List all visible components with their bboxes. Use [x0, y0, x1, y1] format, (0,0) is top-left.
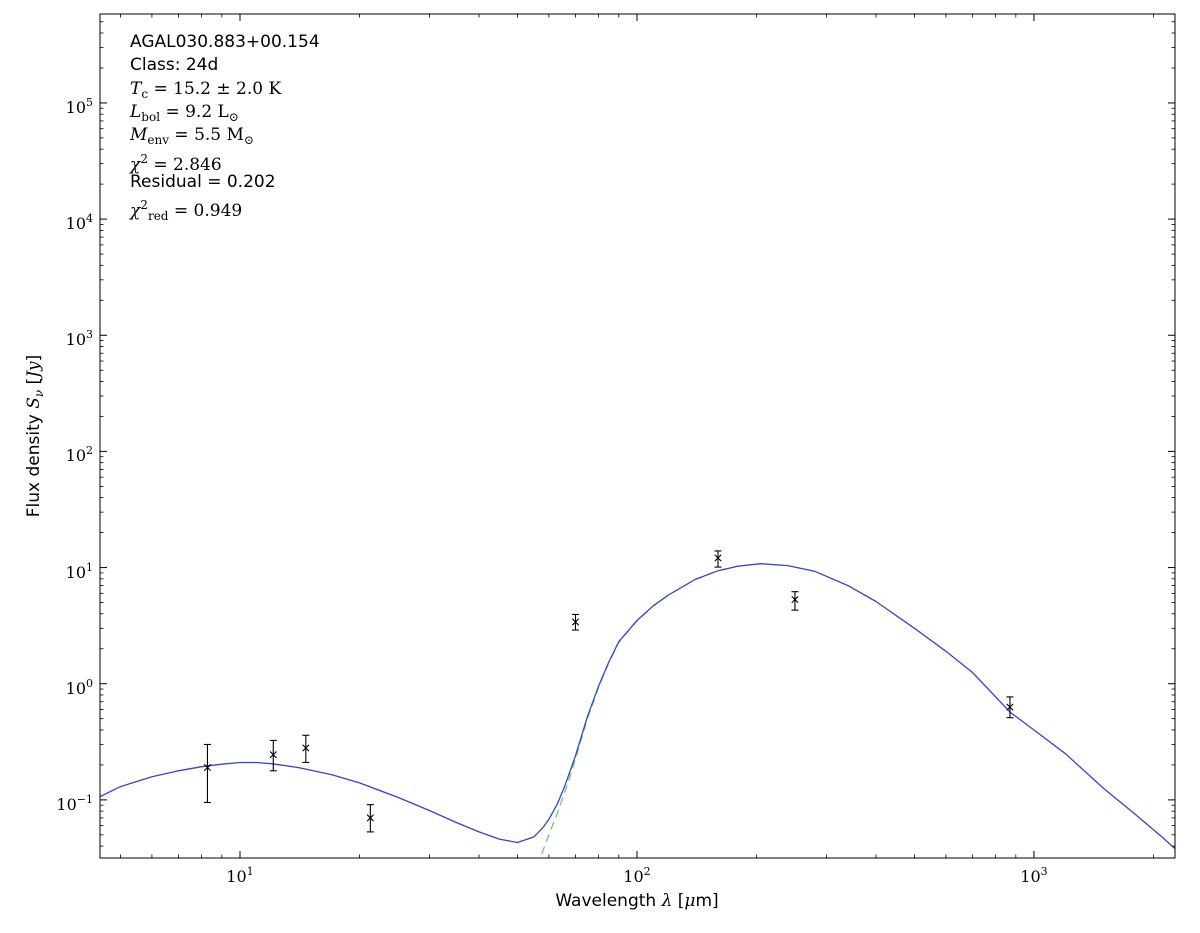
tick-label-base: 10 — [65, 97, 86, 117]
tick-label-base: 10 — [65, 214, 86, 234]
data-point — [571, 613, 580, 631]
text-segment: L — [130, 101, 142, 122]
tick-label-base: 10 — [65, 330, 86, 350]
tick-label-base: 10 — [1020, 867, 1041, 886]
text-segment: = 15.2 ± 2.0 K — [148, 78, 282, 99]
text-segment: λ — [661, 891, 673, 911]
text-segment: χ — [130, 201, 141, 222]
x-tick-label: 102 — [607, 865, 667, 886]
y-tick-label: 102 — [36, 440, 93, 466]
text-segment: = 0.949 — [168, 201, 243, 222]
annotation-envelope-mass: Menv = 5.5 M⊙ — [130, 124, 254, 147]
tick-label-exponent: 2 — [643, 865, 651, 878]
x-marker — [269, 751, 277, 759]
tick-label-exponent: 1 — [246, 865, 254, 878]
text-segment: Class: 24d — [130, 55, 219, 76]
text-segment: = 2.846 — [147, 154, 222, 175]
data-point — [1006, 696, 1014, 719]
text-segment: Wavelength — [555, 891, 662, 911]
x-tick-label: 101 — [210, 865, 270, 886]
tick-label-base: 10 — [226, 867, 247, 886]
y-axis-label: Flux density Sν [Jy] — [24, 236, 48, 636]
tick-label-exponent: 3 — [1040, 865, 1048, 878]
x-marker — [366, 814, 374, 822]
x-marker — [791, 596, 799, 604]
annotation-residual: Residual = 0.202 — [130, 171, 276, 194]
text-segment: Jy — [24, 361, 44, 378]
text-segment: μ — [684, 891, 696, 911]
annotation-reduced-chi-squared: χ2red = 0.949 — [130, 194, 242, 223]
y-tick-label: 10−1 — [36, 789, 93, 814]
tick-label-base: 10 — [65, 446, 86, 466]
text-segment: 2 — [140, 151, 148, 166]
text-segment: bol — [141, 109, 161, 124]
data-point — [791, 591, 799, 611]
y-tick-label: 103 — [36, 324, 93, 350]
text-segment: ] — [24, 354, 44, 362]
text-segment: Flux density — [24, 408, 44, 518]
y-tick-label: 105 — [36, 92, 93, 117]
tick-label-exponent: 4 — [86, 212, 93, 226]
text-segment: ⊙ — [243, 133, 254, 148]
text-segment: AGAL030.883+00.154 — [130, 32, 320, 52]
tick-label-base: 10 — [56, 794, 77, 814]
x-marker — [714, 554, 722, 562]
x-marker — [302, 744, 310, 752]
data-point — [302, 734, 310, 764]
text-segment: S — [24, 397, 44, 409]
data-point — [714, 550, 722, 568]
text-segment: = 5.5 M — [169, 125, 244, 146]
data-point — [366, 804, 374, 833]
y-tick-label: 101 — [36, 557, 93, 582]
text-segment: red — [147, 209, 169, 224]
text-segment: χ — [130, 154, 141, 175]
x-tick-label: 103 — [1004, 865, 1064, 886]
text-segment: [ — [672, 891, 685, 911]
x-axis-label: Wavelength λ [μm] — [437, 891, 837, 911]
axes-frame — [99, 13, 1176, 859]
text-segment: T — [130, 78, 142, 99]
y-tick-label: 100 — [36, 673, 93, 698]
tick-label-exponent: 5 — [86, 95, 93, 109]
tick-label-base: 10 — [623, 867, 644, 886]
tick-label-exponent: 1 — [86, 560, 93, 574]
text-segment: M — [130, 125, 148, 146]
text-segment: = 9.2 L — [160, 101, 229, 122]
annotation-chi-squared: χ2 = 2.846 — [130, 148, 222, 175]
x-marker — [571, 618, 580, 626]
x-marker — [1006, 703, 1014, 711]
tick-label-exponent: 2 — [86, 444, 93, 458]
data-point — [269, 739, 277, 772]
tick-label-base: 10 — [65, 678, 86, 698]
annotation-bolometric-luminosity: Lbol = 9.2 L⊙ — [130, 101, 239, 124]
annotation-source-name: AGAL030.883+00.154 — [130, 31, 320, 54]
text-segment: Residual = 0.202 — [130, 171, 276, 192]
text-segment: m] — [695, 891, 719, 911]
model-fit-total-curve — [100, 563, 1175, 850]
tick-label-base: 10 — [65, 562, 86, 582]
y-tick-label: 104 — [36, 208, 93, 234]
annotation-temperature: Tc = 15.2 ± 2.0 K — [130, 78, 281, 101]
text-segment: [ — [24, 377, 44, 390]
text-segment: ⊙ — [228, 109, 239, 124]
tick-label-exponent: 3 — [86, 328, 93, 342]
text-segment: ν — [32, 389, 46, 398]
tick-label-exponent: 0 — [86, 676, 93, 690]
text-segment: env — [147, 133, 170, 148]
tick-label-exponent: −1 — [76, 792, 93, 806]
annotation-class-label: Class: 24d — [130, 54, 218, 77]
data-point — [203, 743, 212, 804]
text-segment: c — [141, 86, 149, 101]
text-segment: 2 — [140, 198, 148, 213]
x-marker — [203, 763, 212, 772]
